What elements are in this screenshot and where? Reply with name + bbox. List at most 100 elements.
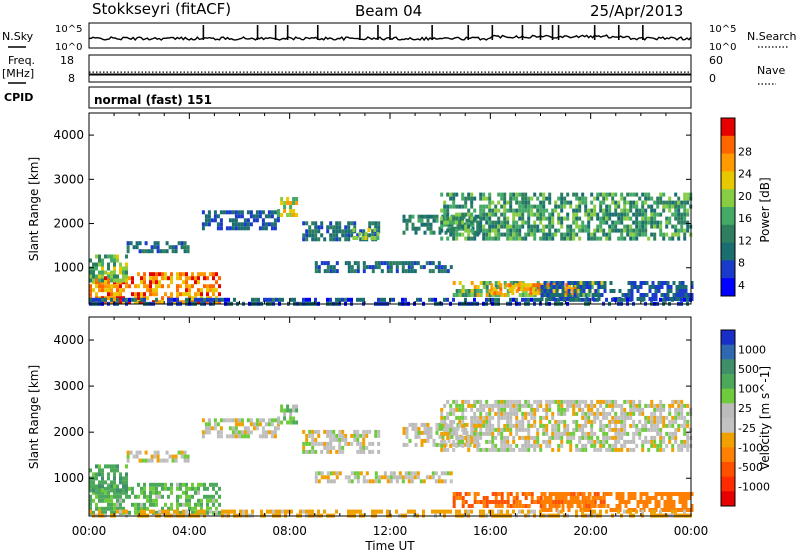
range-gate-cell: [611, 200, 615, 205]
range-gate-cell: [338, 437, 342, 442]
range-gate-cell: [200, 288, 203, 293]
range-gate-cell: [203, 276, 206, 281]
range-gate-cell: [233, 509, 236, 514]
range-gate-cell: [317, 429, 321, 434]
range-gate-cell: [488, 289, 492, 293]
range-gate-cell: [407, 509, 410, 514]
range-gate-cell: [197, 280, 200, 285]
range-gate-cell: [623, 236, 627, 241]
range-gate-cell: [221, 297, 224, 302]
range-gate-cell: [590, 403, 594, 408]
range-gate-cell: [536, 204, 540, 209]
range-gate-cell: [512, 403, 516, 408]
range-gate-cell: [542, 427, 546, 432]
range-gate-cell: [668, 220, 672, 225]
range-gate-cell: [203, 297, 206, 302]
range-gate-cell: [459, 226, 463, 231]
range-gate-cell: [665, 220, 669, 225]
range-gate-cell: [305, 237, 309, 242]
range-gate-cell: [557, 504, 561, 508]
range-gate-cell: [683, 200, 687, 205]
range-gate-cell: [159, 458, 163, 463]
range-gate-cell: [565, 291, 569, 296]
range-gate-cell: [135, 245, 139, 250]
range-gate-cell: [515, 403, 519, 408]
range-gate-cell: [464, 297, 467, 302]
range-gate-cell: [179, 510, 182, 515]
range-gate-cell: [684, 289, 688, 293]
range-gate-cell: [449, 479, 453, 484]
range-gate-cell: [672, 281, 676, 285]
range-gate-cell: [423, 214, 427, 219]
range-gate-cell: [642, 500, 646, 504]
range-gate-cell: [659, 407, 663, 412]
range-gate-cell: [219, 226, 223, 231]
range-gate-cell: [473, 500, 477, 504]
range-gate-cell: [305, 221, 309, 226]
range-gate-cell: [650, 399, 654, 404]
range-gate-cell: [645, 496, 649, 500]
range-gate-cell: [264, 422, 268, 427]
range-gate-cell: [434, 471, 438, 476]
y-tick-label: 2000: [53, 425, 84, 439]
range-gate-cell: [420, 218, 424, 223]
range-gate-cell: [647, 220, 651, 225]
range-gate-cell: [569, 492, 573, 496]
range-gate-cell: [533, 443, 537, 448]
range-gate-cell: [542, 236, 546, 241]
range-gate-cell: [383, 261, 387, 266]
range-gate-cell: [626, 447, 630, 452]
range-gate-cell: [557, 297, 560, 302]
range-gate-cell: [668, 407, 672, 412]
range-gate-cell: [648, 289, 652, 293]
range-gate-cell: [560, 200, 564, 205]
range-gate-cell: [548, 443, 552, 448]
range-gate-cell: [539, 447, 543, 452]
range-gate-cell: [277, 213, 281, 217]
range-gate-cell: [506, 504, 510, 508]
range-gate-cell: [368, 441, 372, 446]
range-gate-cell: [506, 200, 510, 205]
range-gate-cell: [663, 492, 667, 496]
range-gate-cell: [543, 500, 547, 504]
range-gate-cell: [671, 419, 675, 424]
range-gate-cell: [509, 492, 513, 496]
range-gate-cell: [158, 300, 161, 305]
range-gate-cell: [150, 249, 154, 254]
range-gate-cell: [200, 498, 203, 503]
range-gate-cell: [414, 442, 418, 447]
range-gate-cell: [89, 506, 92, 511]
range-gate-cell: [362, 261, 366, 266]
range-gate-cell: [686, 431, 690, 436]
range-gate-cell: [185, 292, 188, 297]
range-gate-cell: [623, 431, 627, 436]
range-gate-cell: [524, 200, 528, 205]
range-gate-cell: [440, 447, 444, 452]
range-gate-cell: [620, 232, 624, 237]
range-gate-cell: [116, 292, 119, 297]
range-gate-cell: [344, 441, 348, 446]
range-gate-cell: [614, 447, 618, 452]
range-gate-cell: [690, 492, 694, 496]
range-gate-cell: [545, 431, 549, 436]
range-gate-cell: [479, 208, 483, 213]
range-gate-cell: [326, 433, 330, 438]
range-gate-cell: [548, 196, 552, 201]
range-gate-cell: [365, 265, 369, 270]
range-gate-cell: [530, 500, 534, 504]
range-gate-cell: [572, 236, 576, 241]
range-gate-cell: [683, 236, 687, 241]
range-gate-cell: [338, 221, 342, 226]
range-gate-cell: [629, 200, 633, 205]
range-gate-cell: [602, 216, 606, 221]
range-gate-cell: [512, 496, 516, 500]
range-gate-cell: [165, 450, 169, 455]
range-gate-cell: [201, 434, 205, 439]
range-gate-cell: [563, 236, 567, 241]
range-gate-cell: [227, 509, 230, 514]
range-gate-cell: [140, 509, 143, 514]
range-gate-cell: [479, 196, 483, 201]
range-gate-cell: [641, 509, 644, 514]
range-gate-cell: [569, 431, 573, 436]
